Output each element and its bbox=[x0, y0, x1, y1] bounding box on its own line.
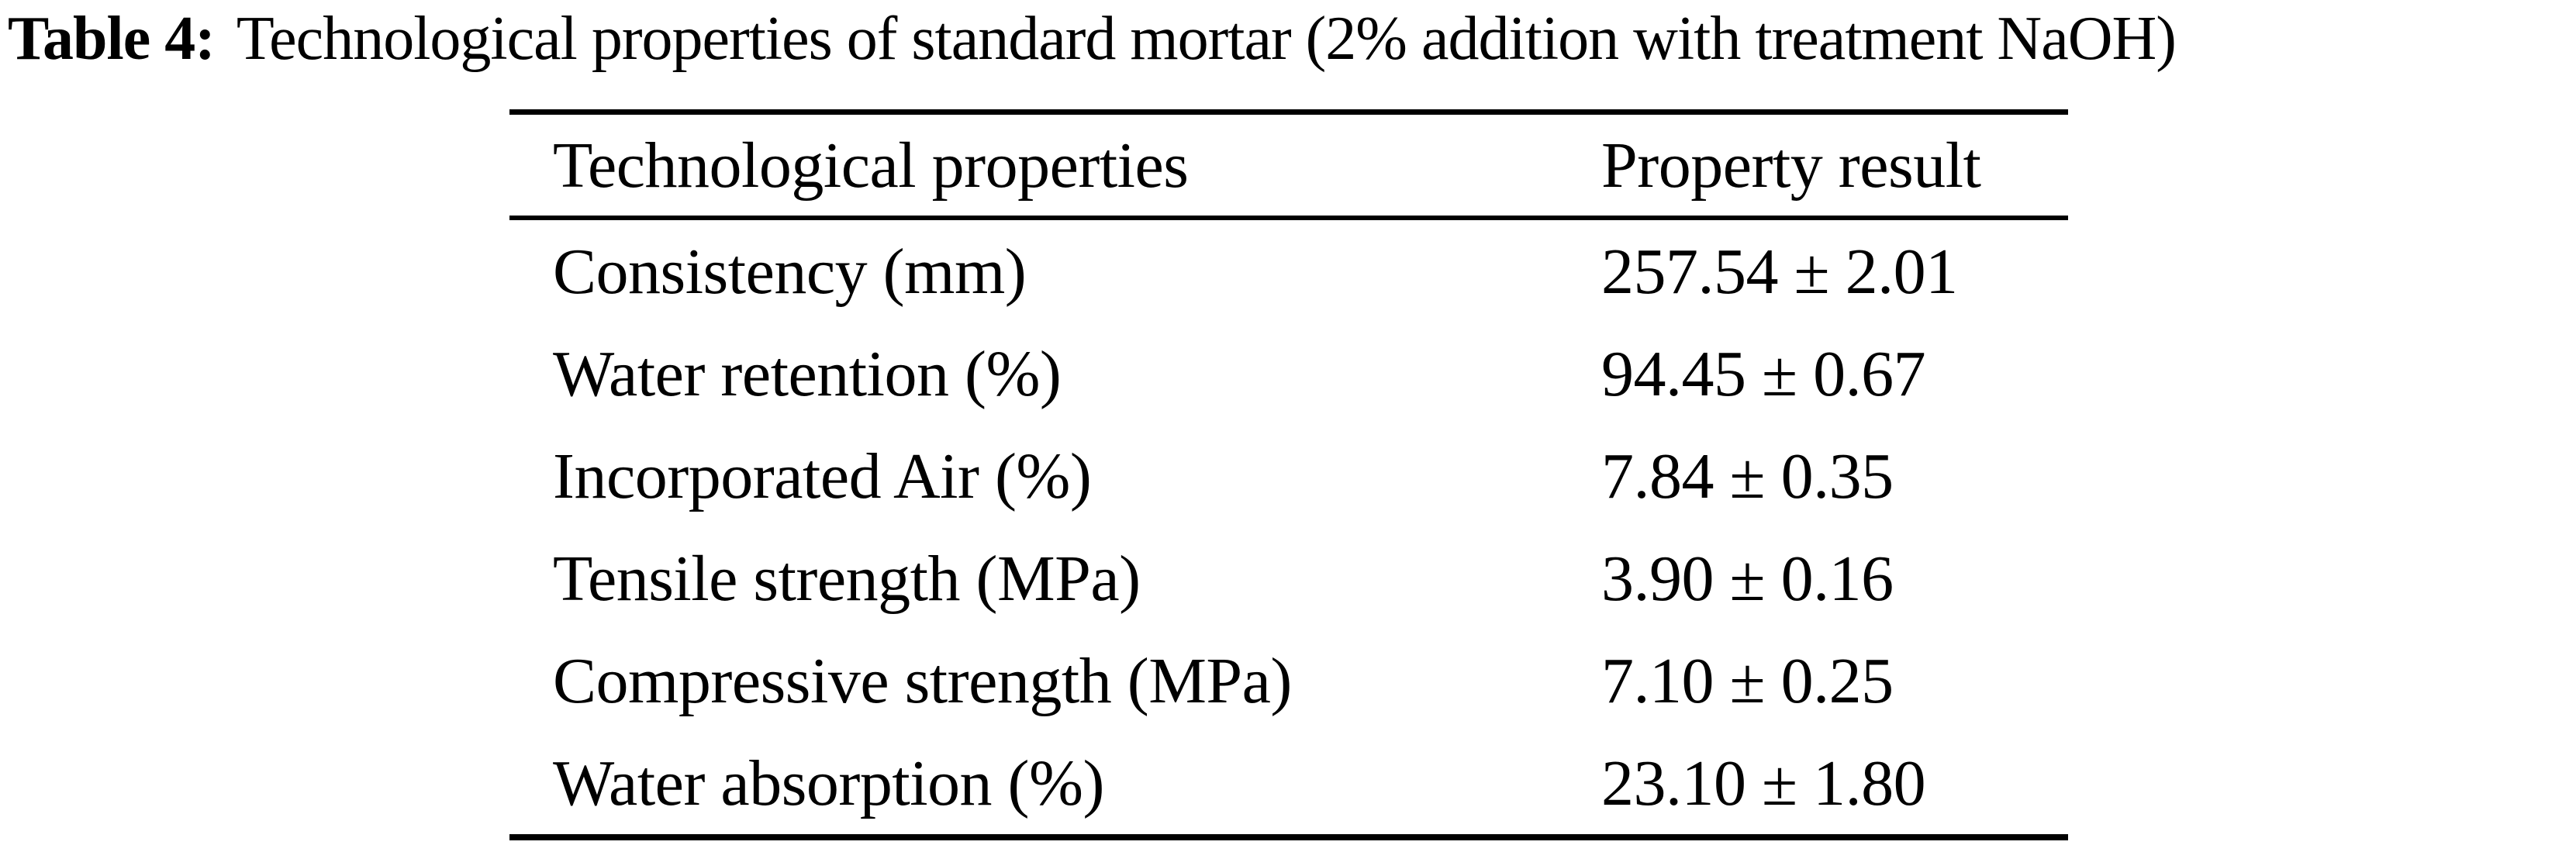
column-header-technological-properties: Technological properties bbox=[509, 112, 1601, 220]
table-row: Tensile strength (MPa) 3.90 ± 0.16 bbox=[509, 527, 2068, 630]
property-cell: Incorporated Air (%) bbox=[553, 440, 1092, 512]
table-header: Technological properties Property result bbox=[509, 112, 2068, 220]
property-cell: Water retention (%) bbox=[553, 337, 1062, 410]
table-row: Water absorption (%) 23.10 ± 1.80 bbox=[509, 732, 2068, 837]
column-header-property-result: Property result bbox=[1601, 112, 2068, 220]
table-row: Compressive strength (MPa) 7.10 ± 0.25 bbox=[509, 630, 2068, 732]
result-cell: 23.10 ± 1.80 bbox=[1601, 747, 1926, 819]
table-caption: Table 4: Technological properties of stan… bbox=[8, 3, 2177, 74]
table-caption-text: Technological properties of standard mor… bbox=[236, 5, 2177, 73]
property-cell: Water absorption (%) bbox=[553, 747, 1104, 819]
result-cell: 7.84 ± 0.35 bbox=[1601, 440, 1894, 512]
result-cell: 94.45 ± 0.67 bbox=[1601, 337, 1926, 410]
table-row: Water retention (%) 94.45 ± 0.67 bbox=[509, 323, 2068, 425]
result-cell: 3.90 ± 0.16 bbox=[1601, 542, 1894, 615]
property-cell: Consistency (mm) bbox=[553, 235, 1027, 308]
technological-properties-table: Technological properties Property result… bbox=[509, 109, 2068, 840]
result-cell: 7.10 ± 0.25 bbox=[1601, 644, 1894, 717]
table-caption-label: Table 4: bbox=[8, 5, 216, 73]
property-cell: Tensile strength (MPa) bbox=[553, 542, 1141, 615]
property-cell: Compressive strength (MPa) bbox=[553, 644, 1292, 717]
table-row: Incorporated Air (%) 7.84 ± 0.35 bbox=[509, 425, 2068, 527]
table-row: Consistency (mm) 257.54 ± 2.01 bbox=[509, 218, 2068, 323]
table-header-row: Technological properties Property result bbox=[509, 112, 2068, 220]
table-body: Consistency (mm) 257.54 ± 2.01 Water ret… bbox=[509, 218, 2068, 837]
result-cell: 257.54 ± 2.01 bbox=[1601, 235, 1958, 308]
